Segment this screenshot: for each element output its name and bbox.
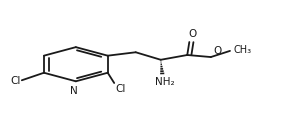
Text: O: O — [188, 29, 196, 39]
Text: CH₃: CH₃ — [234, 45, 252, 55]
Text: Cl: Cl — [116, 84, 126, 94]
Text: O: O — [213, 46, 221, 56]
Text: N: N — [70, 86, 78, 96]
Text: Cl: Cl — [10, 76, 20, 86]
Text: NH₂: NH₂ — [155, 77, 175, 87]
